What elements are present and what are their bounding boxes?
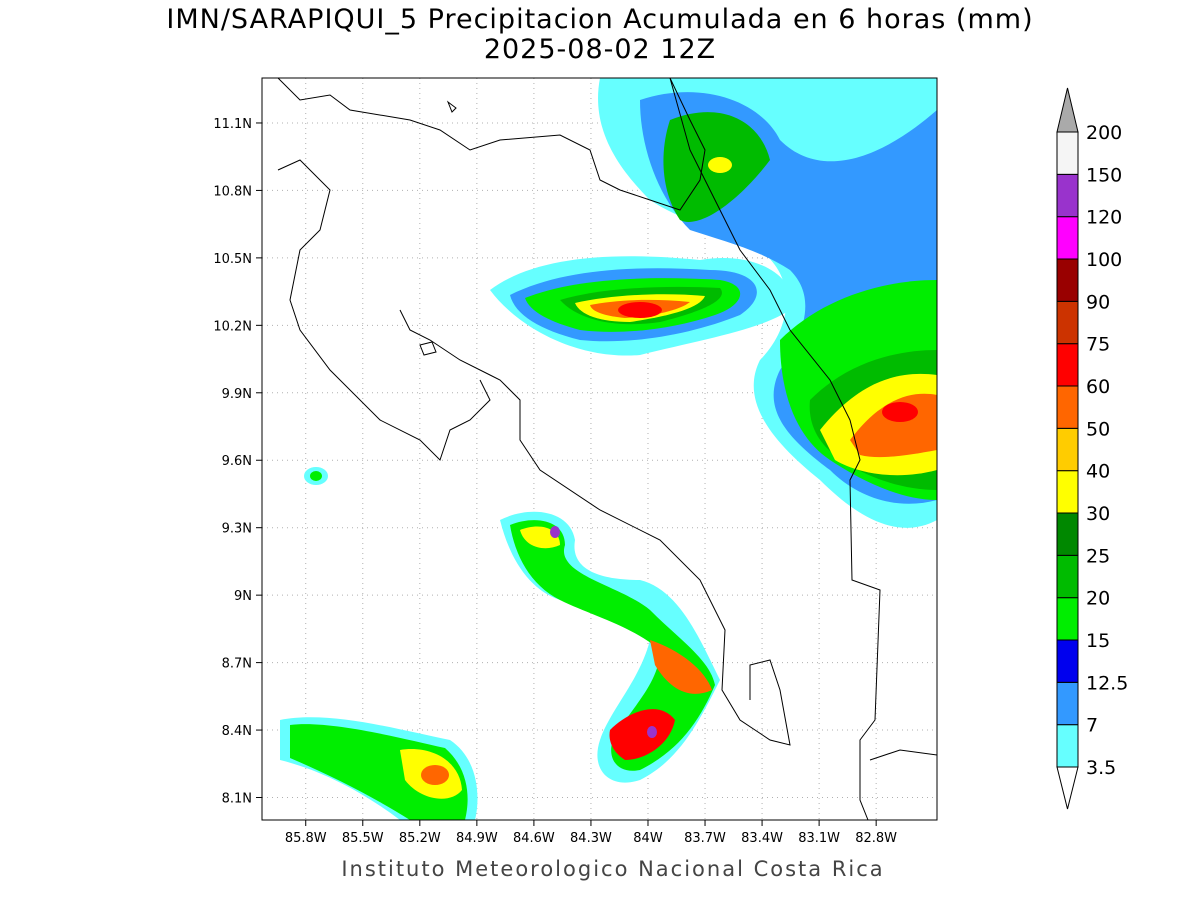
colorbar-box xyxy=(1056,343,1079,387)
colorbar-label: 3.5 xyxy=(1086,757,1116,779)
colorbar-box xyxy=(1056,597,1079,641)
colorbar-label: 7 xyxy=(1086,715,1098,737)
colorbar-box xyxy=(1056,470,1079,514)
colorbar-label: 100 xyxy=(1086,249,1122,271)
x-tick-label: 85.5W xyxy=(342,831,384,846)
x-tick-label: 84.9W xyxy=(456,831,498,846)
colorbar-box xyxy=(1056,427,1079,472)
y-tick-label: 8.1N xyxy=(222,792,252,807)
colorbar-label: 20 xyxy=(1086,588,1110,610)
x-tick-label: 83.4W xyxy=(741,831,783,846)
coastline xyxy=(277,78,937,820)
map-area xyxy=(262,78,937,820)
subtitle: 2025-08-02 12Z xyxy=(484,34,716,65)
colorbar-label: 40 xyxy=(1086,461,1110,483)
colorbar-label: 12.5 xyxy=(1086,672,1128,694)
x-tick-label: 84W xyxy=(633,831,663,846)
y-tick-label: 9.6N xyxy=(222,454,252,469)
colorbar-label: 25 xyxy=(1086,545,1110,567)
colorbar-box xyxy=(1056,216,1079,260)
colorbar-label: 90 xyxy=(1086,291,1110,313)
y-tick-label: 10.8N xyxy=(213,184,252,199)
colorbar-label: 50 xyxy=(1086,418,1110,440)
colorbar-label: 200 xyxy=(1086,122,1122,144)
colorbar-box xyxy=(1056,639,1079,683)
x-tick-label: 85.2W xyxy=(399,831,441,846)
colorbar-under xyxy=(1056,766,1079,810)
y-tick-label: 9N xyxy=(234,589,252,604)
y-tick-label: 8.4N xyxy=(222,724,252,739)
y-tick-label: 11.1N xyxy=(213,117,252,132)
x-tick-label: 83.1W xyxy=(798,831,840,846)
colorbar-box xyxy=(1056,681,1079,726)
x-tick-label: 84.3W xyxy=(570,831,612,846)
colorbar-label: 30 xyxy=(1086,503,1110,525)
colorbar-label: 120 xyxy=(1086,207,1122,229)
title: IMN/SARAPIQUI_5 Precipitacion Acumulada … xyxy=(166,4,1033,35)
colorbar-box xyxy=(1056,300,1079,345)
colorbar-box xyxy=(1056,385,1079,429)
colorbar-label: 60 xyxy=(1086,376,1110,398)
colorbar-box xyxy=(1056,258,1079,302)
x-tick-label: 85.8W xyxy=(285,831,327,846)
y-tick-label: 8.7N xyxy=(222,657,252,672)
y-tick-label: 9.3N xyxy=(222,522,252,537)
y-tick-label: 9.9N xyxy=(222,387,252,402)
colorbar-label: 15 xyxy=(1086,630,1110,652)
y-tick-label: 10.2N xyxy=(213,319,252,334)
colorbar-box xyxy=(1056,131,1079,175)
y-tick-label: 10.5N xyxy=(213,252,252,267)
x-tick-label: 82.8W xyxy=(855,831,897,846)
x-tick-label: 83.7W xyxy=(684,831,726,846)
colorbar-over xyxy=(1056,87,1079,133)
precip-field xyxy=(280,78,937,820)
footer: Instituto Meteorologico Nacional Costa R… xyxy=(341,857,884,881)
colorbar-box xyxy=(1056,554,1079,599)
map-frame xyxy=(261,77,938,821)
colorbar-box xyxy=(1056,173,1079,218)
colorbar-label: 150 xyxy=(1086,164,1122,186)
colorbar-box xyxy=(1056,724,1079,768)
colorbar-label: 75 xyxy=(1086,334,1110,356)
x-tick-label: 84.6W xyxy=(513,831,555,846)
colorbar-box xyxy=(1056,512,1079,556)
